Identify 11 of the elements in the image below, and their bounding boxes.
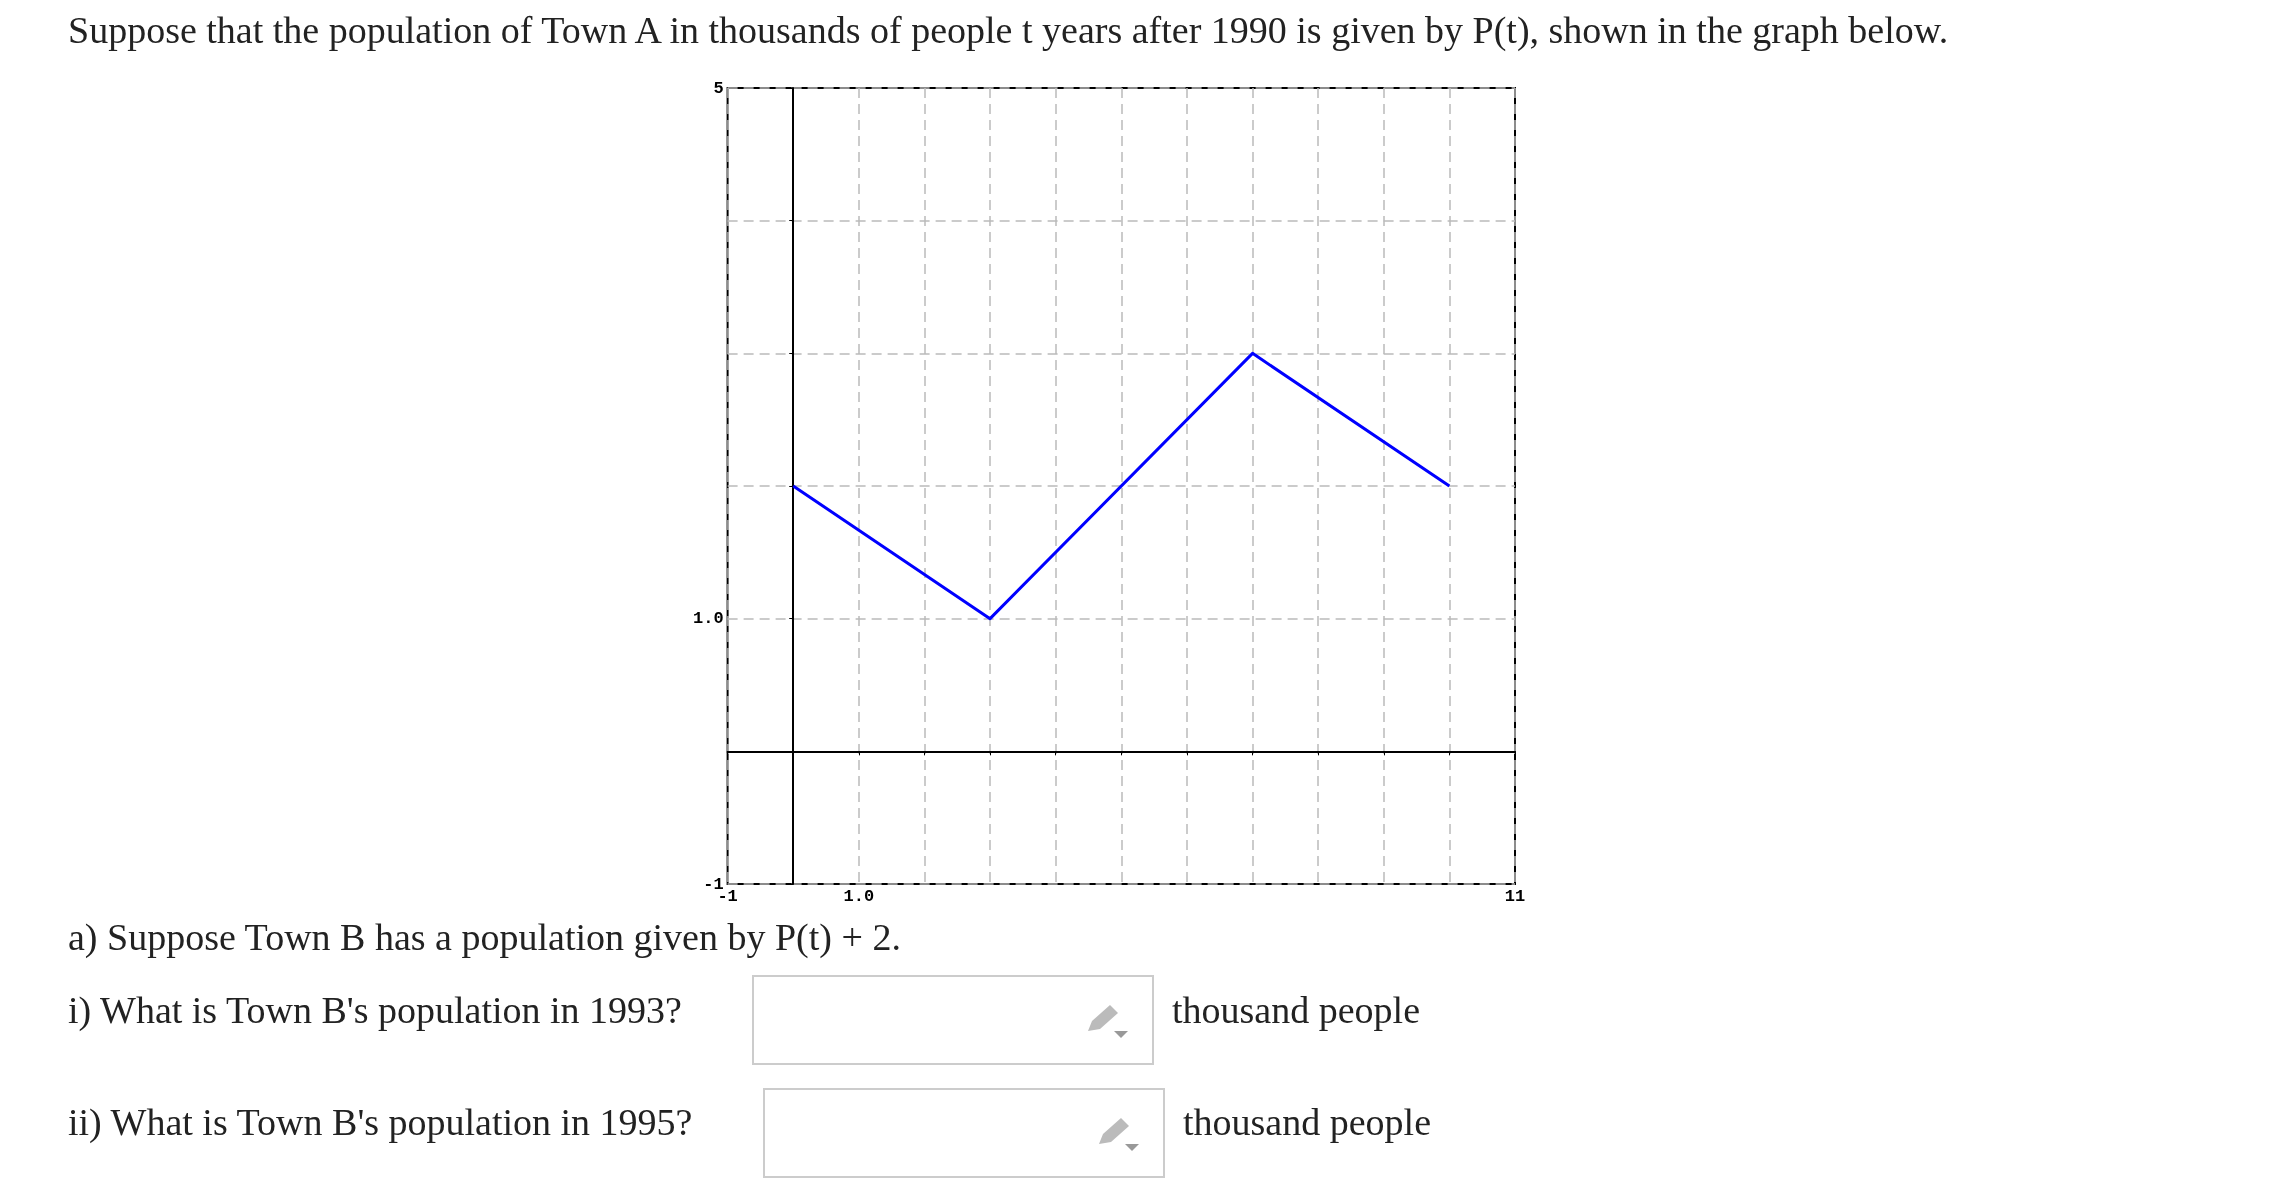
x-tick-label: 1.0 bbox=[843, 887, 875, 906]
text: thousand people bbox=[1183, 1100, 1432, 1144]
chart-title: Suppose that the population of Town A in thousands of people t years after 1990 is given by P(t), shown in the graph below. bbox=[68, 8, 1949, 52]
x-tick-label: 11 bbox=[1504, 887, 1526, 906]
text: thousand people bbox=[1172, 988, 1421, 1032]
text: i) What is Town B's population in 1993? bbox=[68, 988, 682, 1032]
text: a) Suppose Town B has a population given by P(t) + 2. bbox=[68, 915, 901, 959]
x-tick-label: -1 bbox=[717, 887, 738, 906]
text: ii) What is Town B's population in 1995? bbox=[68, 1100, 693, 1144]
y-tick-label: 1.0 bbox=[693, 609, 724, 629]
y-tick-label: 5 bbox=[713, 78, 724, 98]
